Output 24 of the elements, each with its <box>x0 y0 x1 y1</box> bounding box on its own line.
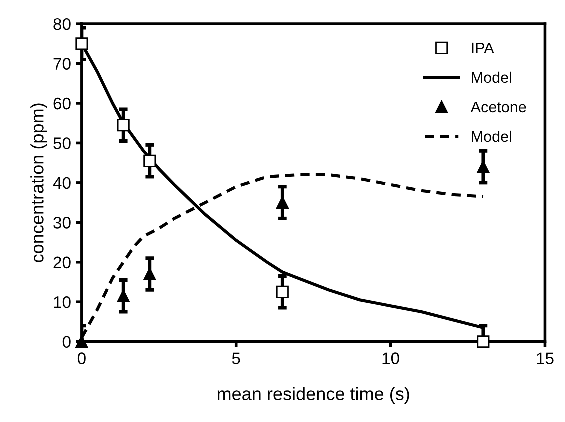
point <box>76 38 88 50</box>
y-tick-label: 80 <box>54 18 71 30</box>
y-tick-label: 30 <box>54 217 71 229</box>
y-tick-label: 60 <box>54 98 71 110</box>
point <box>477 336 490 348</box>
y-tick-label: 20 <box>54 256 71 269</box>
y-tick-label: 10 <box>54 296 71 308</box>
legend-label: IPA <box>472 42 494 54</box>
x-tick-label: 5 <box>232 352 240 364</box>
legend-label: Acetone <box>470 102 526 113</box>
y-tick-label: 0 <box>62 336 71 348</box>
y-tick-label: 70 <box>54 58 71 70</box>
point <box>276 286 289 298</box>
legend-label: Model <box>472 130 512 142</box>
y-tick-label: 40 <box>53 177 71 190</box>
x-axis-title: mean residence time (s) <box>218 387 410 404</box>
y-tick-label: 50 <box>54 138 71 150</box>
legend-label: Model <box>472 72 512 84</box>
x-tick-label: 15 <box>537 352 554 364</box>
point <box>144 154 156 168</box>
point <box>117 119 130 132</box>
x-tick-label: 0 <box>78 352 86 364</box>
x-tick-label: 10 <box>382 352 400 364</box>
y-axis-title: concentration (ppm) <box>30 104 48 262</box>
